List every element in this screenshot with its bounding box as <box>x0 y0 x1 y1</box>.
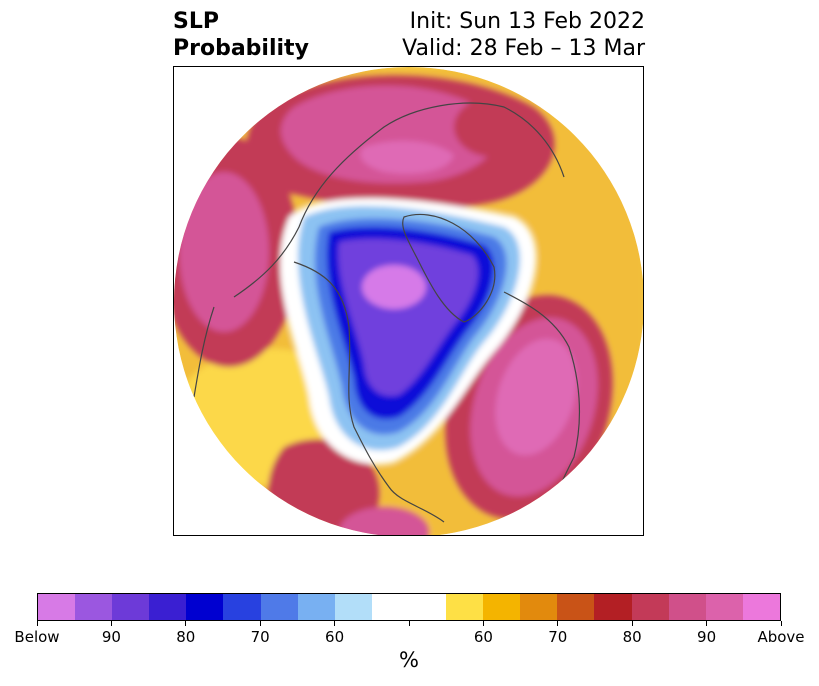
init-date: Init: Sun 13 Feb 2022 <box>409 9 645 34</box>
colorbar-swatch <box>446 594 484 620</box>
colorbar-swatch <box>705 594 743 620</box>
contour-pacific-85 <box>179 172 269 332</box>
colorbar-tick <box>482 621 484 626</box>
colorbar-swatch <box>260 594 298 620</box>
colorbar-swatch <box>186 594 224 620</box>
title-variable: SLP <box>173 9 219 34</box>
chart-title-left: SLP Probability <box>173 8 309 62</box>
colorbar-tick <box>706 621 708 626</box>
colorbar-tick <box>557 621 559 626</box>
colorbar-swatch <box>594 594 632 620</box>
colorbar-swatch <box>631 594 669 620</box>
colorbar-swatch <box>223 594 261 620</box>
colorbar-tick <box>631 621 633 626</box>
colorbar-swatch <box>149 594 187 620</box>
colorbar-swatch <box>408 594 447 620</box>
coast-greenland <box>402 213 496 323</box>
colorbar-swatch <box>371 594 409 620</box>
map-canvas <box>174 67 643 535</box>
colorbar-tick <box>334 621 336 626</box>
colorbar-swatch <box>38 594 76 620</box>
colorbar-tick <box>408 621 410 626</box>
colorbar-tick <box>259 621 261 626</box>
colorbar-tick-label: 90 <box>697 628 717 646</box>
title-product: Probability <box>173 36 309 61</box>
coast-north-america <box>293 261 445 523</box>
coast-asia <box>233 102 565 298</box>
colorbar-tick <box>185 621 187 626</box>
colorbar-tick-label: 60 <box>325 628 345 646</box>
colorbar-tick-label: Above <box>757 628 805 646</box>
contour-asia-95 <box>339 507 429 535</box>
colorbar-swatch <box>297 594 335 620</box>
colorbar-tick-label: 80 <box>176 628 196 646</box>
contour-siberia-80 <box>454 97 534 157</box>
colorbar-tick <box>110 621 112 626</box>
colorbar <box>37 593 781 621</box>
coast-japan <box>193 306 215 398</box>
colorbar-tick <box>36 621 38 626</box>
colorbar-swatch <box>742 594 780 620</box>
colorbar-unit-label: % <box>399 648 419 672</box>
colorbar-tick-label: 70 <box>250 628 270 646</box>
colorbar-tick <box>780 621 782 626</box>
probability-map <box>173 66 644 536</box>
colorbar-swatch <box>668 594 706 620</box>
contour-atlantic-95 <box>495 338 577 456</box>
valid-period: Valid: 28 Feb – 13 Mar <box>402 36 645 61</box>
probability-field <box>174 67 643 535</box>
colorbar-tick-label: 90 <box>101 628 121 646</box>
colorbar-swatch <box>483 594 521 620</box>
chart-title-right: Init: Sun 13 Feb 2022 Valid: 28 Feb – 13… <box>402 8 645 62</box>
colorbar-swatch <box>520 594 558 620</box>
field-contours <box>174 67 643 535</box>
colorbar-swatch <box>334 594 372 620</box>
colorbar-swatch <box>75 594 113 620</box>
colorbar-tick-label: 80 <box>622 628 642 646</box>
colorbar-swatch <box>112 594 150 620</box>
colorbar-tick-label: 60 <box>473 628 493 646</box>
contour-cold-max <box>362 265 426 309</box>
colorbar-tick-label: Below <box>14 628 60 646</box>
colorbar-tick-label: 70 <box>548 628 568 646</box>
colorbar-swatch <box>557 594 595 620</box>
contour-arctic-95 <box>360 140 454 174</box>
